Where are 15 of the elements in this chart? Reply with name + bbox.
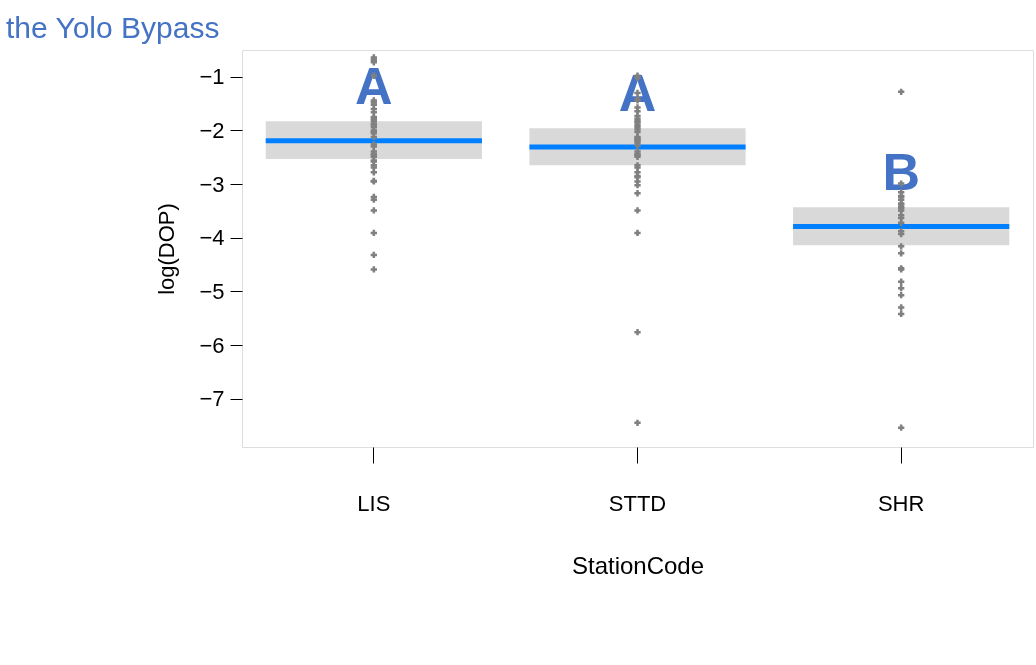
- x-tick-label: STTD: [608, 490, 667, 516]
- x-tick-label: SHR: [877, 490, 925, 516]
- x-axis-title: StationCode: [571, 551, 705, 579]
- y-tick-label: −3: [199, 171, 225, 197]
- annotation: B: [882, 143, 920, 202]
- y-tick-label: −1: [199, 64, 225, 90]
- y-axis-title: log(DOP): [154, 203, 180, 295]
- annotation: A: [355, 57, 393, 116]
- y-tick-label: −2: [199, 117, 225, 143]
- chart-title: the Yolo Bypass: [5, 11, 220, 44]
- y-tick-label: −4: [199, 225, 225, 251]
- y-tick-label: −6: [199, 332, 225, 358]
- y-tick-label: −7: [199, 386, 225, 412]
- y-tick-label: −5: [199, 278, 225, 304]
- x-tick-label: LIS: [357, 490, 391, 516]
